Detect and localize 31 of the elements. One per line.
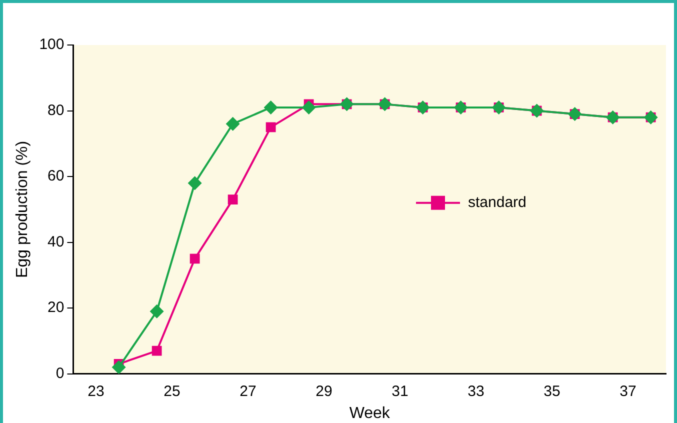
point xyxy=(264,100,278,114)
point xyxy=(226,116,240,131)
point xyxy=(228,194,238,204)
point xyxy=(152,346,162,356)
y-tick-label: 60 xyxy=(48,168,64,185)
y-axis-title: Egg production (%) xyxy=(14,140,32,278)
point xyxy=(302,100,316,114)
legend-label: standard xyxy=(468,194,526,211)
y-tick-label: 0 xyxy=(56,364,64,382)
point xyxy=(454,100,468,114)
point xyxy=(266,122,276,132)
x-tick-label: 23 xyxy=(88,382,104,400)
x-tick-label: 33 xyxy=(468,382,484,400)
point xyxy=(188,176,202,190)
point xyxy=(568,107,582,122)
y-tick-label: 100 xyxy=(39,36,64,54)
x-tick-label: 37 xyxy=(620,382,636,400)
x-tick-label: 31 xyxy=(392,382,408,400)
x-tick-label: 27 xyxy=(240,382,256,400)
y-tick-label: 80 xyxy=(48,102,64,119)
x-tick-label: 35 xyxy=(544,382,560,400)
x-tick-label: 25 xyxy=(164,382,180,400)
point xyxy=(190,254,200,264)
point xyxy=(492,100,506,114)
point xyxy=(150,304,164,318)
y-tick-label: 20 xyxy=(48,299,64,316)
x-axis-title: Week xyxy=(349,404,391,422)
point xyxy=(112,360,126,374)
point xyxy=(416,100,430,114)
y-tick-label: 40 xyxy=(48,233,64,250)
x-tick-label: 29 xyxy=(316,382,332,400)
